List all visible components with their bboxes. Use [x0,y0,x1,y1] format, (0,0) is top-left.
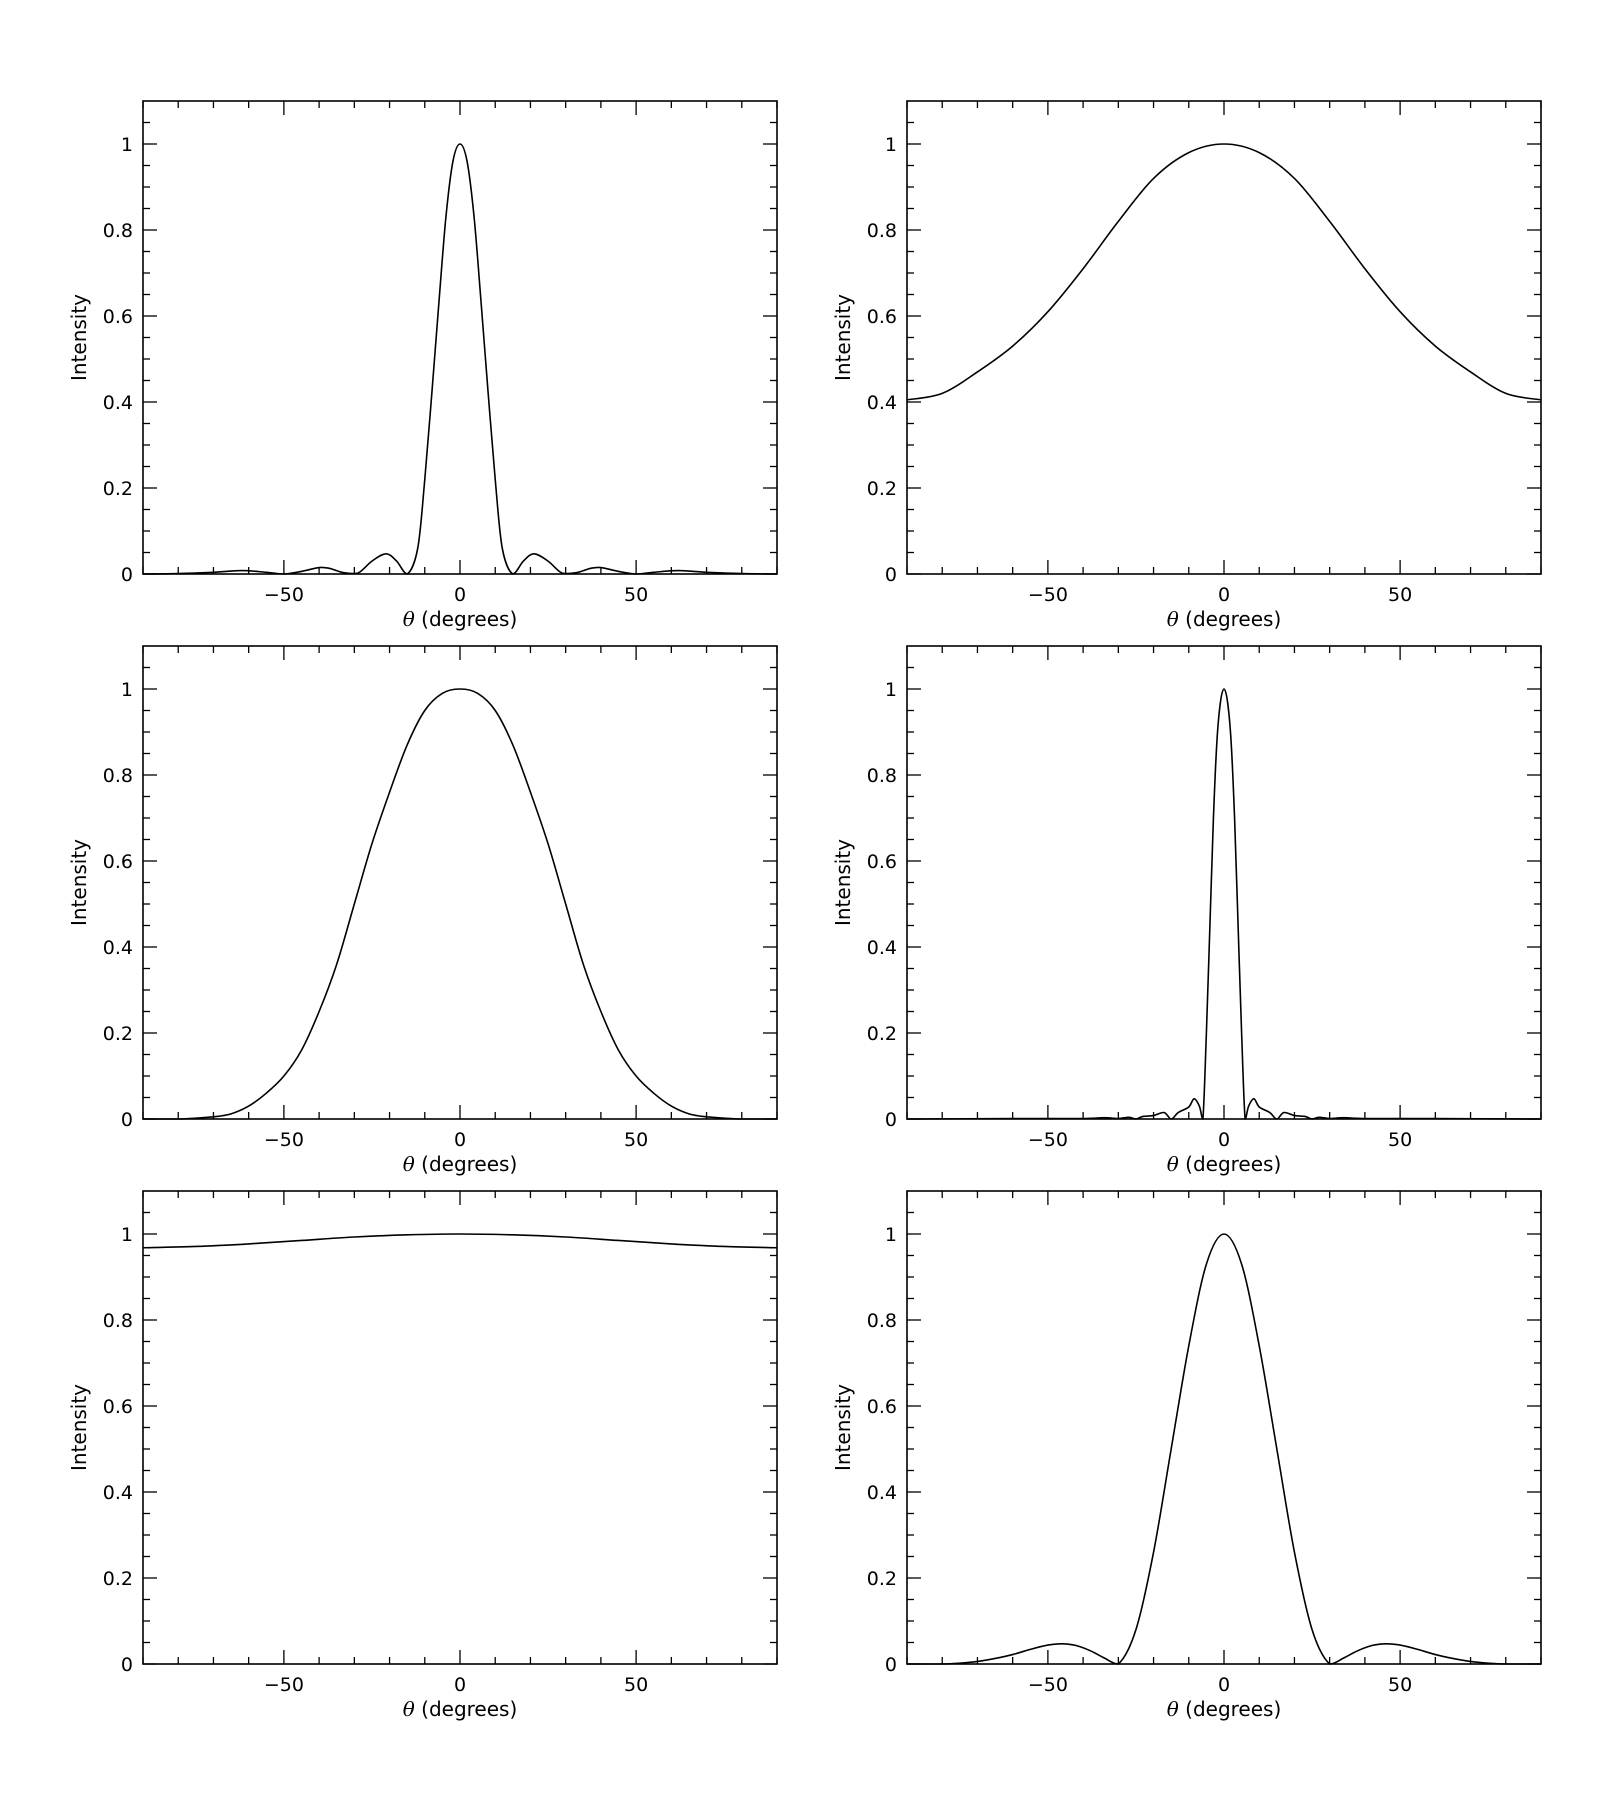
x-tick-label: −50 [1028,1674,1068,1696]
x-tick-label: 0 [1218,1129,1230,1151]
x-axis-label-symbol: θ [1167,1152,1179,1176]
x-tick-label: 0 [1218,1674,1230,1696]
x-tick-label: 50 [624,1674,648,1696]
x-tick-label: −50 [264,1674,304,1696]
panel-r1c2: −50 0 50 0 0.2 0.4 0.6 0.8 1 θ (degrees) Intensity [831,100,1542,631]
plot-frame [142,1190,778,1665]
x-axis-label: θ (degrees) [403,1152,518,1176]
x-axis-label-text: (degrees) [1179,1152,1281,1176]
x-axis-label: θ (degrees) [1167,1697,1282,1721]
x-axis-label-symbol: θ [403,607,415,631]
x-tick-label: 50 [624,584,648,606]
plot-frame [906,645,1542,1120]
y-tick-label: 0.6 [103,306,133,328]
y-tick-label: 0.2 [103,1023,133,1045]
y-tick-label: 0.6 [867,306,897,328]
x-tick-label: 0 [1218,584,1230,606]
y-tick-label: 0.6 [103,851,133,873]
intensity-curve [906,688,1542,1120]
y-tick-label: 0.6 [103,1396,133,1418]
y-tick-label: 0 [121,564,133,586]
y-tick-label: 0.4 [103,1482,133,1504]
y-tick-label: 1 [885,679,897,701]
y-axis-label: Intensity [67,294,91,381]
x-axis-label-text: (degrees) [1179,607,1281,631]
plot-frame [142,645,778,1120]
x-axis-label: θ (degrees) [403,1697,518,1721]
x-tick-label: 0 [454,1129,466,1151]
y-tick-label: 0 [885,564,897,586]
y-tick-label: 0 [885,1654,897,1676]
y-axis-label: Intensity [67,839,91,926]
x-tick-label: −50 [1028,1129,1068,1151]
y-tick-label: 0 [885,1109,897,1131]
x-axis-label-symbol: θ [403,1697,415,1721]
y-tick-label: 0.6 [867,1396,897,1418]
y-tick-label: 0.4 [867,392,897,414]
y-tick-label: 0.8 [867,1310,897,1332]
panel-r2c1: −50 0 50 0 0.2 0.4 0.6 0.8 1 θ (degrees) Intensity [67,645,778,1176]
x-tick-label: −50 [264,584,304,606]
y-tick-label: 0.4 [103,392,133,414]
y-axis-label: Intensity [831,1384,855,1471]
y-tick-label: 0.8 [103,765,133,787]
x-axis-label-symbol: θ [403,1152,415,1176]
x-axis-label: θ (degrees) [1167,1152,1282,1176]
y-tick-label: 0.4 [867,937,897,959]
plot-frame [906,1190,1542,1665]
intensity-curve [906,1233,1541,1665]
x-tick-label: 50 [1388,584,1412,606]
y-tick-label: 1 [121,1224,133,1246]
y-axis-label: Intensity [67,1384,91,1471]
x-axis-label-symbol: θ [1167,1697,1179,1721]
y-tick-label: 0.2 [103,1568,133,1590]
x-axis-label: θ (degrees) [1167,607,1282,631]
y-tick-label: 0.2 [867,478,897,500]
intensity-curve [142,1233,778,1249]
intensity-curve [906,143,1542,401]
x-tick-label: 50 [1388,1129,1412,1151]
x-tick-label: 50 [624,1129,648,1151]
panel-r3c1: −50 0 50 0 0.2 0.4 0.6 0.8 1 θ (degrees) Intensity [67,1190,778,1721]
y-tick-label: 0.2 [867,1568,897,1590]
panel-r2c2: −50 0 50 0 0.2 0.4 0.6 0.8 1 θ (degrees) Intensity [831,645,1542,1176]
y-tick-label: 0.4 [867,1482,897,1504]
intensity-curve [142,143,778,575]
x-tick-label: −50 [1028,584,1068,606]
x-tick-label: 0 [454,584,466,606]
x-axis-label: θ (degrees) [403,607,518,631]
y-axis-label: Intensity [831,839,855,926]
y-axis-label: Intensity [831,294,855,381]
x-tick-label: 0 [454,1674,466,1696]
panel-r3c2: −50 0 50 0 0.2 0.4 0.6 0.8 1 θ (degrees) Intensity [831,1190,1542,1721]
y-tick-label: 1 [121,134,133,156]
plot-frame [906,100,1542,575]
y-tick-label: 0.8 [103,1310,133,1332]
y-tick-label: 0.4 [103,937,133,959]
y-tick-label: 0.6 [867,851,897,873]
plot-frame [142,100,778,575]
panel-r1c1: −50 0 50 0 0.2 0.4 0.6 0.8 1 θ (degrees) Intensity [67,100,778,631]
y-tick-label: 1 [885,134,897,156]
x-axis-label-text: (degrees) [415,1697,517,1721]
y-tick-label: 0.8 [103,220,133,242]
x-tick-label: 50 [1388,1674,1412,1696]
x-axis-label-text: (degrees) [415,1152,517,1176]
x-axis-label-text: (degrees) [1179,1697,1281,1721]
x-tick-label: −50 [264,1129,304,1151]
y-tick-label: 0.2 [103,478,133,500]
intensity-curve [142,688,777,1120]
y-tick-label: 0.8 [867,765,897,787]
x-axis-label-symbol: θ [1167,607,1179,631]
y-tick-label: 0 [121,1654,133,1676]
x-axis-label-text: (degrees) [415,607,517,631]
y-tick-label: 0.8 [867,220,897,242]
y-tick-label: 0.2 [867,1023,897,1045]
y-tick-label: 0 [121,1109,133,1131]
y-tick-label: 1 [885,1224,897,1246]
y-tick-label: 1 [121,679,133,701]
